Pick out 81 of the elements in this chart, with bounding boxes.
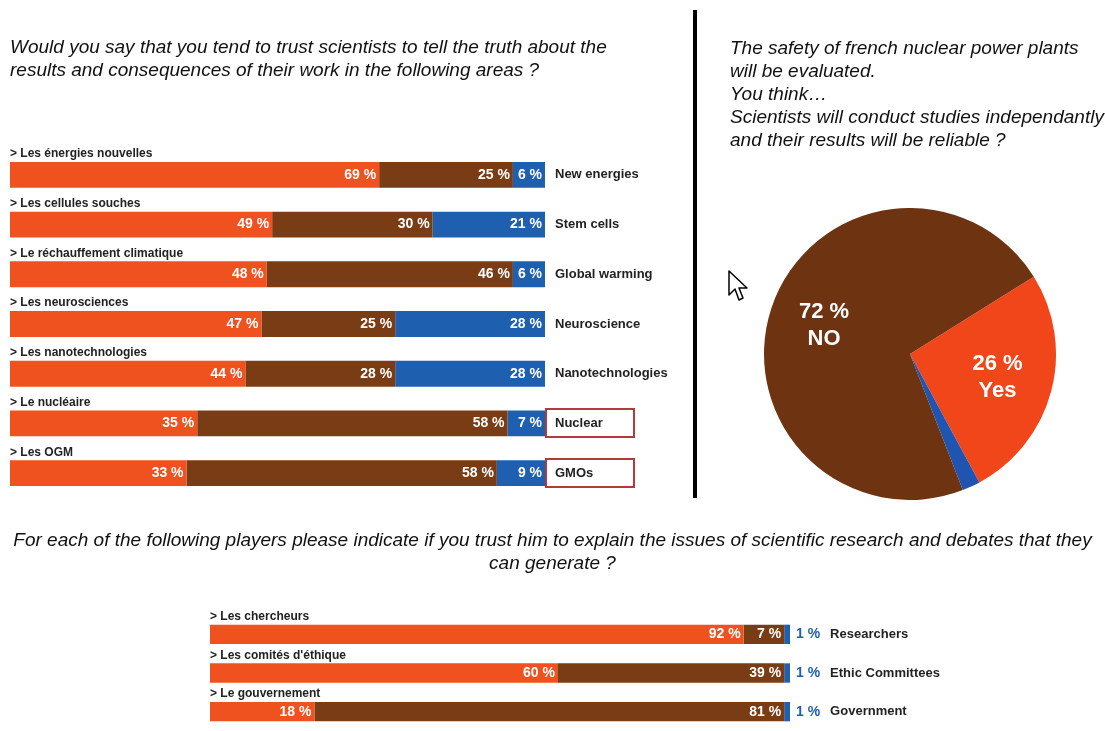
y2-tick-label: New energies — [555, 166, 639, 182]
y-tick-label: > Le gouvernement — [210, 686, 321, 701]
bar — [395, 311, 545, 337]
data-label: 92 % — [708, 625, 742, 642]
bar — [197, 410, 508, 437]
bar — [10, 211, 273, 238]
bar — [10, 261, 267, 288]
y-tick-label: > Les comités d'éthique — [210, 647, 347, 662]
y2-tick-label: Government — [830, 703, 908, 719]
data-label: 9 % — [517, 464, 543, 480]
data-label: 39 % — [749, 663, 782, 680]
data-label: 58 % — [472, 414, 506, 431]
bar — [10, 360, 246, 387]
data-label: 1 % — [796, 702, 821, 719]
data-label: 25 % — [360, 314, 393, 331]
bar — [314, 702, 785, 722]
bar — [784, 624, 790, 644]
data-label: 58 % — [461, 464, 495, 480]
data-label: 35 % — [162, 414, 195, 431]
slice-label: NO — [807, 325, 841, 351]
data-label: 1 % — [796, 625, 821, 642]
bar — [784, 702, 790, 722]
y-tick-label: > Les neurosciences — [10, 295, 129, 310]
data-label: 49 % — [237, 215, 270, 232]
y2-tick-label: Stem cells — [555, 216, 620, 232]
data-label: 6 % — [517, 165, 543, 182]
y-tick-label: > Le réchauffement climatique — [10, 245, 184, 260]
bar — [10, 161, 380, 188]
data-label: 33 % — [151, 464, 185, 480]
bar — [432, 211, 545, 238]
data-label: 28 % — [510, 314, 543, 331]
data-label: 46 % — [477, 265, 511, 282]
data-label: 47 % — [226, 314, 259, 331]
bar — [379, 161, 513, 188]
bar — [245, 360, 396, 387]
y-tick-label: > Les OGM — [10, 444, 74, 459]
y2-tick-label: Nanotechnologies — [555, 365, 668, 381]
y-tick-label: > Les chercheurs — [210, 608, 310, 623]
data-label: 69 % — [344, 165, 377, 182]
y2-tick-label: Neuroscience — [555, 315, 641, 331]
data-label: 25 % — [477, 165, 511, 182]
data-label: 6 % — [517, 265, 543, 282]
data-label: 48 % — [231, 265, 265, 282]
slice-label: Yes — [978, 377, 1017, 403]
y2-tick-label: Researchers — [830, 625, 909, 641]
data-label: 28 % — [360, 364, 393, 381]
chart-title: Would you say that you tend to trust scientists to tell the truth about the results and consequences of their work in the following areas ? — [10, 35, 608, 81]
data-label: 28 % — [510, 364, 543, 381]
bar — [266, 261, 513, 288]
bar — [784, 663, 790, 683]
bar — [272, 211, 433, 238]
y-tick-label: > Les énergies nouvelles — [10, 146, 153, 161]
bar — [395, 360, 545, 387]
y-tick-label: > Le nucléaire — [10, 394, 91, 409]
data-label: 30 % — [397, 215, 431, 232]
data-label: 1 % — [796, 663, 821, 680]
bar — [10, 311, 262, 337]
y-tick-label: > Les cellules souches — [10, 195, 141, 210]
bar — [210, 624, 744, 644]
y2-tick-label: Ethic Committees — [830, 664, 940, 680]
bar — [558, 663, 785, 683]
data-label: 60 % — [523, 663, 556, 680]
bar — [10, 460, 187, 487]
data-label: 7 % — [757, 625, 782, 642]
y2-tick-label: Nuclear — [555, 415, 603, 431]
data-label: 18 % — [279, 702, 312, 719]
y2-tick-label: Global warming — [555, 265, 653, 281]
bar — [210, 663, 558, 683]
data-label: 44 % — [210, 364, 243, 381]
bar — [261, 311, 396, 337]
data-label: 72 % — [799, 298, 850, 324]
bar — [10, 410, 198, 437]
data-label: 26 % — [972, 350, 1023, 376]
chart-title: For each of the following players please indicate if you trust him to explain the issues of scientific research and debates that they can generate ? — [12, 528, 1094, 574]
data-label: 81 % — [749, 702, 782, 719]
y2-tick-label: GMOs — [555, 464, 594, 480]
data-label: 7 % — [517, 414, 543, 431]
bar — [186, 460, 497, 487]
y-tick-label: > Les nanotechnologies — [10, 345, 148, 360]
chart-title: The safety of french nuclear power plants will be evaluated. You think… Scientists will conduct studies independantly and their results will be reliable ? — [730, 36, 1105, 151]
data-label: 21 % — [510, 215, 543, 232]
